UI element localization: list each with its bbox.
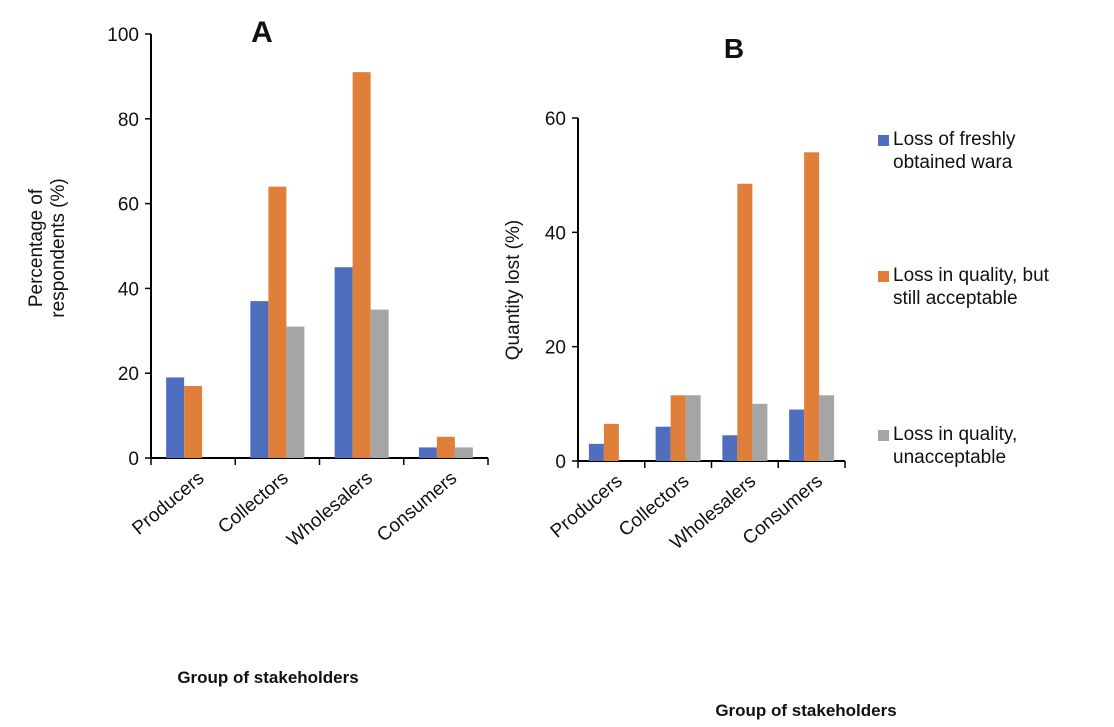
- chart-a-ylabel-line-1: Percentage of: [26, 188, 47, 307]
- chart-a-category-label-wholesalers: Wholesalers: [283, 468, 377, 551]
- chart-a-bar-wholesalers-series-2: [352, 72, 371, 458]
- chart-a-title: A: [251, 16, 273, 49]
- chart-b-bar-wholesalers-series-1: [722, 435, 738, 461]
- chart-a-bar-consumers-series-3: [454, 447, 473, 458]
- chart-a-bar-producers-series-2: [184, 385, 203, 458]
- chart-b-bar-collectors-series-2: [670, 395, 686, 461]
- chart-b-bar-collectors-series-1: [655, 426, 671, 461]
- chart-a-ylabel-line-2: respondents (%): [48, 178, 69, 317]
- chart-a-bar-collectors-series-1: [250, 301, 269, 458]
- chart-b-ytick-label-60: 60: [545, 109, 566, 130]
- chart-a-bar-collectors-series-3: [286, 326, 305, 458]
- chart-b-bar-consumers-series-1: [789, 409, 805, 461]
- chart-a-ytick-label-20: 20: [118, 364, 139, 385]
- chart-b-bar-collectors-series-3: [685, 395, 701, 461]
- chart-b-ytick-label-20: 20: [545, 338, 566, 359]
- chart-b-bar-producers-series-1: [588, 443, 604, 461]
- chart-a-bar-wholesalers-series-1: [334, 267, 353, 458]
- chart-b-bar-producers-series-2: [603, 423, 619, 461]
- chart-b-bar-consumers-series-2: [804, 152, 820, 462]
- chart-a-ytick-label-60: 60: [118, 195, 139, 216]
- legend-item-fresh-loss: Loss of freshly obtained wara: [878, 128, 1110, 174]
- legend-label-fresh-loss: Loss of freshly obtained wara: [893, 129, 1016, 173]
- chart-b-ylabel: Quantity lost (%): [503, 220, 524, 360]
- legend-label-quality-acceptable: Loss in quality, but still acceptable: [893, 265, 1049, 309]
- chart-b-title: B: [724, 33, 744, 64]
- legend-item-quality-unacceptable: Loss in quality, unacceptable: [878, 423, 1110, 469]
- chart-a-category-label-producers: Producers: [128, 468, 208, 540]
- legend-swatch-quality-acceptable: [878, 271, 889, 282]
- chart-a-category-label-collectors: Collectors: [214, 468, 292, 538]
- chart-b-bar-wholesalers-series-2: [737, 183, 753, 461]
- chart-b-bar-consumers-series-3: [819, 395, 835, 461]
- legend-item-quality-acceptable: Loss in quality, but still acceptable: [878, 264, 1110, 310]
- chart-b-xlabel: Group of stakeholders: [715, 701, 896, 720]
- legend-swatch-fresh-loss: [878, 135, 889, 146]
- legend-label-quality-unacceptable: Loss in quality, unacceptable: [893, 424, 1018, 468]
- chart-b-bar-wholesalers-series-3: [752, 403, 768, 461]
- chart-a-bar-wholesalers-series-3: [370, 309, 389, 458]
- chart-a-ylabel: Percentage ofrespondents (%): [26, 178, 69, 317]
- chart-a-ytick-label-100: 100: [107, 25, 139, 46]
- chart-b-ytick-label-0: 0: [555, 452, 566, 473]
- chart-a-bar-producers-series-1: [166, 377, 185, 458]
- chart-a-ytick-label-80: 80: [118, 110, 139, 131]
- chart-a-category-label-consumers: Consumers: [373, 468, 461, 547]
- chart-a-ytick-label-0: 0: [128, 449, 139, 470]
- chart-b-ytick-label-40: 40: [545, 223, 566, 244]
- chart-a-bar-consumers-series-1: [418, 447, 437, 458]
- legend-swatch-quality-unacceptable: [878, 430, 889, 441]
- chart-a-bar-consumers-series-2: [436, 436, 455, 458]
- chart-a-xlabel: Group of stakeholders: [177, 668, 358, 687]
- chart-a-ytick-label-40: 40: [118, 279, 139, 300]
- chart-b-category-label-producers: Producers: [547, 471, 627, 543]
- chart-a-bar-collectors-series-2: [268, 186, 287, 458]
